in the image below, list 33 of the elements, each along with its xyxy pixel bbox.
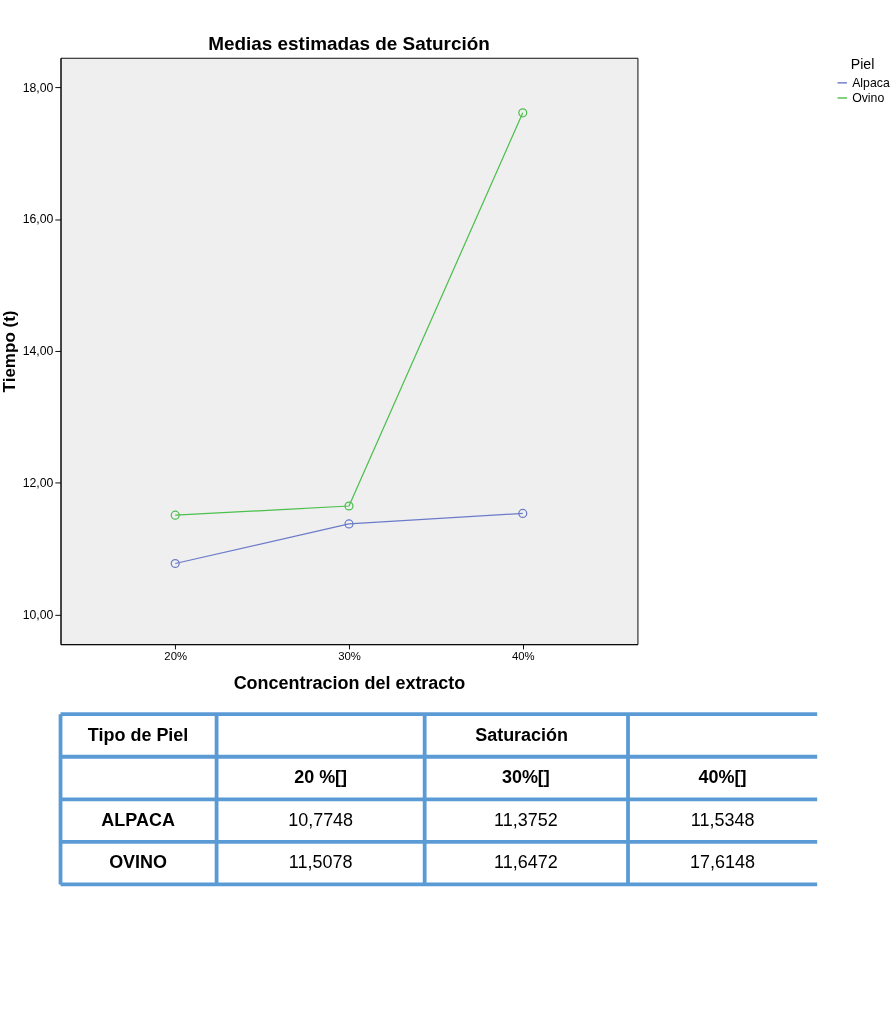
legend-title: Piel: [850, 56, 875, 73]
text: 10,7748: [288, 809, 354, 830]
x-tick-label: 40%: [511, 649, 535, 662]
x-tick-label: 20%: [164, 649, 188, 662]
point: [518, 508, 528, 518]
text: Saturación: [475, 724, 569, 745]
text: ALPACA: [101, 809, 175, 830]
y-tick-label: 12,00: [22, 476, 54, 491]
text: 17,6148: [690, 852, 756, 873]
y-axis-title: Tiempo (t): [0, 310, 20, 393]
legend-label: Ovino: [852, 90, 885, 105]
text: 20 %[]: [294, 767, 348, 788]
y-tick-label: 14,00: [22, 344, 54, 359]
text: 11,5078: [288, 852, 353, 873]
text: 11,5348: [690, 809, 755, 830]
point: [344, 501, 354, 511]
text: 11,3752: [494, 809, 558, 830]
legend-label: Alpaca: [852, 75, 890, 90]
text: 40%[]: [698, 767, 747, 788]
x-tick-label: 30%: [338, 649, 361, 662]
point: [170, 558, 180, 569]
text: Tipo de Piel: [87, 724, 189, 745]
y-tick-label: 10,00: [22, 607, 54, 622]
text: 11,6472: [494, 852, 558, 873]
y-tick-label: 18,00: [22, 80, 54, 95]
text: OVINO: [109, 852, 168, 873]
y-tick-label: 16,00: [22, 212, 54, 227]
text: 30%[]: [501, 767, 550, 788]
point: [518, 108, 528, 118]
x-axis-title: Concentracion del extracto: [233, 673, 466, 694]
point: [344, 519, 354, 529]
point: [170, 510, 180, 520]
chart-title: Medias estimadas de Saturción: [208, 33, 490, 55]
